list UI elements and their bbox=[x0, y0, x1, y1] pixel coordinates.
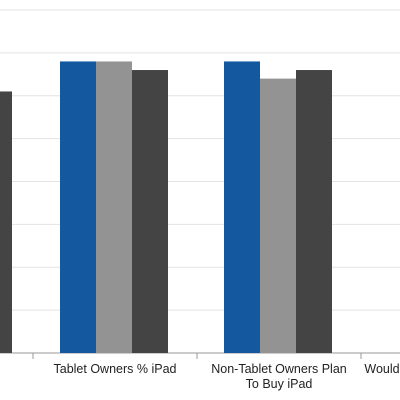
x-tick-labels: Tablet Owners % iPad Non-Tablet Owners Pl… bbox=[54, 362, 400, 391]
x-tick-label: Non-Tablet Owners Plan To Buy iPad bbox=[211, 362, 347, 391]
bar-series-2-category-3 bbox=[260, 78, 296, 353]
x-axis bbox=[32, 353, 362, 359]
bar-series-3-category-2 bbox=[132, 70, 168, 354]
bar-series-3-category-3 bbox=[296, 70, 332, 354]
bar-series-3-category-1 bbox=[0, 91, 12, 354]
bar-series-2-category-2 bbox=[96, 61, 132, 353]
bar-series-1-category-2 bbox=[60, 61, 96, 353]
x-tick-label: Would bbox=[364, 362, 399, 376]
bars bbox=[0, 61, 332, 354]
bar-series-1-category-3 bbox=[224, 61, 260, 353]
x-tick-label: Tablet Owners % iPad bbox=[54, 362, 177, 376]
